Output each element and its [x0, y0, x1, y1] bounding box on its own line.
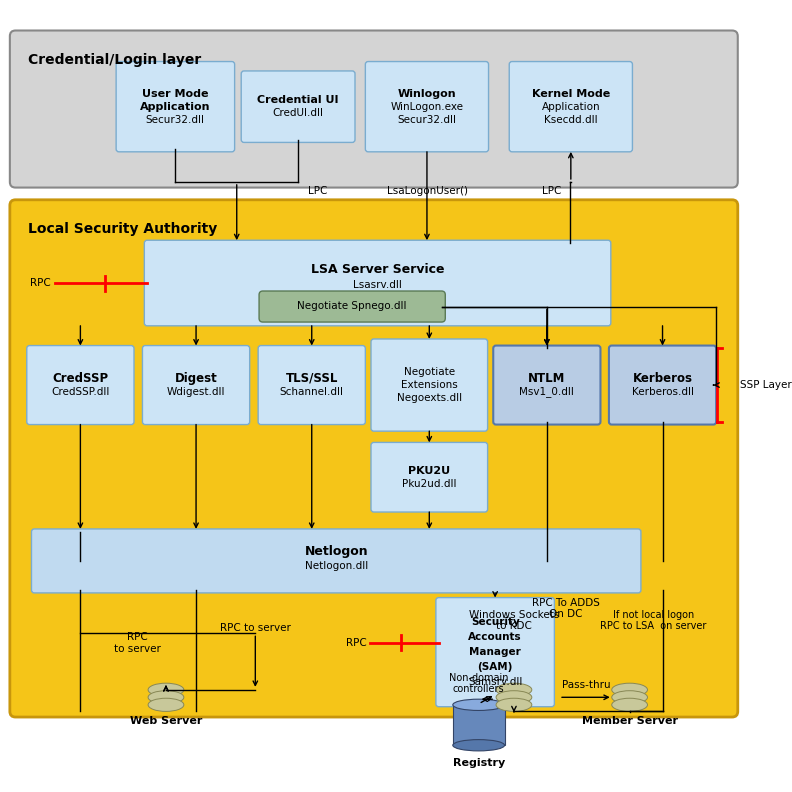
Text: RPC: RPC	[345, 638, 366, 648]
FancyBboxPatch shape	[371, 339, 488, 431]
Text: Negotiate: Negotiate	[404, 367, 455, 377]
Text: Application: Application	[542, 101, 600, 112]
FancyBboxPatch shape	[27, 345, 134, 425]
Text: Samsrv.dll: Samsrv.dll	[468, 677, 522, 687]
Ellipse shape	[453, 699, 505, 710]
Text: CredUI.dll: CredUI.dll	[272, 109, 324, 118]
Text: Winlogon: Winlogon	[398, 89, 456, 98]
Text: SSP Layer: SSP Layer	[740, 380, 791, 390]
Text: Netlogon.dll: Netlogon.dll	[305, 561, 367, 570]
Text: (SAM): (SAM)	[478, 662, 512, 672]
Text: Ksecdd.dll: Ksecdd.dll	[544, 115, 598, 125]
Ellipse shape	[611, 699, 648, 711]
Text: LPC: LPC	[308, 186, 327, 196]
Text: If not local logon
RPC to LSA  on server: If not local logon RPC to LSA on server	[600, 610, 706, 631]
Ellipse shape	[611, 683, 648, 696]
Text: Manager: Manager	[469, 647, 521, 657]
Text: Accounts: Accounts	[468, 632, 522, 642]
Ellipse shape	[496, 683, 531, 696]
Text: RPC to server: RPC to server	[220, 623, 291, 634]
FancyBboxPatch shape	[493, 345, 600, 425]
FancyBboxPatch shape	[116, 62, 234, 152]
Text: Secur32.dll: Secur32.dll	[146, 115, 205, 125]
Text: LPC: LPC	[542, 186, 562, 196]
Text: Security: Security	[470, 617, 520, 627]
Text: CredSSP.dll: CredSSP.dll	[51, 386, 109, 397]
FancyBboxPatch shape	[371, 443, 488, 512]
Text: NTLM: NTLM	[528, 372, 565, 385]
Text: Schannel.dll: Schannel.dll	[280, 386, 344, 397]
Text: Extensions: Extensions	[401, 380, 458, 390]
FancyBboxPatch shape	[365, 62, 489, 152]
Ellipse shape	[453, 740, 505, 751]
Text: Lsasrv.dll: Lsasrv.dll	[353, 280, 402, 291]
FancyBboxPatch shape	[242, 71, 355, 143]
FancyBboxPatch shape	[609, 345, 716, 425]
FancyBboxPatch shape	[259, 291, 445, 322]
Text: Wdigest.dll: Wdigest.dll	[167, 386, 225, 397]
Text: Kerberos.dll: Kerberos.dll	[631, 386, 694, 397]
Ellipse shape	[496, 691, 531, 704]
Ellipse shape	[496, 699, 531, 711]
Text: RPC To ADDS
On DC: RPC To ADDS On DC	[531, 598, 600, 619]
Text: RPC
to server: RPC to server	[114, 633, 162, 654]
Text: Local Security Authority: Local Security Authority	[28, 223, 217, 236]
Ellipse shape	[148, 699, 184, 711]
Text: Msv1_0.dll: Msv1_0.dll	[520, 386, 574, 397]
FancyBboxPatch shape	[436, 598, 554, 706]
FancyBboxPatch shape	[144, 240, 611, 326]
Text: User Mode: User Mode	[142, 89, 208, 98]
Text: Application: Application	[140, 101, 211, 112]
Text: WinLogon.exe: WinLogon.exe	[390, 101, 463, 112]
Text: LSA Server Service: LSA Server Service	[310, 263, 444, 276]
Text: Negoexts.dll: Negoexts.dll	[397, 393, 462, 403]
Text: PKU2U: PKU2U	[408, 466, 451, 476]
Text: Digest: Digest	[175, 372, 218, 385]
Ellipse shape	[611, 691, 648, 704]
Text: LsaLogonUser(): LsaLogonUser()	[387, 186, 468, 196]
FancyBboxPatch shape	[10, 200, 738, 717]
Text: Pass-thru: Pass-thru	[562, 680, 611, 690]
Ellipse shape	[148, 683, 184, 696]
Text: TLS/SSL: TLS/SSL	[286, 372, 338, 385]
FancyBboxPatch shape	[258, 345, 365, 425]
Text: Web Server: Web Server	[130, 716, 202, 726]
Text: Windows Sockets
to KDC: Windows Sockets to KDC	[469, 610, 559, 631]
FancyBboxPatch shape	[32, 529, 641, 593]
Ellipse shape	[148, 691, 184, 704]
FancyBboxPatch shape	[143, 345, 249, 425]
FancyBboxPatch shape	[509, 62, 633, 152]
Text: Non-domain
controllers: Non-domain controllers	[449, 673, 508, 695]
Text: Netlogon: Netlogon	[304, 545, 368, 558]
Text: Pku2ud.dll: Pku2ud.dll	[402, 479, 456, 489]
Bar	[453, 705, 505, 745]
Text: RPC: RPC	[30, 279, 51, 288]
Text: Kerberos: Kerberos	[633, 372, 692, 385]
Text: Registry: Registry	[452, 759, 505, 768]
Text: Negotiate Spnego.dll: Negotiate Spnego.dll	[298, 301, 407, 311]
FancyBboxPatch shape	[10, 31, 738, 188]
Text: Credential UI: Credential UI	[257, 95, 339, 105]
Text: Credential/Login layer: Credential/Login layer	[28, 53, 201, 67]
Text: Kernel Mode: Kernel Mode	[531, 89, 610, 98]
Text: CredSSP: CredSSP	[52, 372, 109, 385]
Text: Secur32.dll: Secur32.dll	[398, 115, 456, 125]
Text: Member Server: Member Server	[581, 716, 678, 726]
